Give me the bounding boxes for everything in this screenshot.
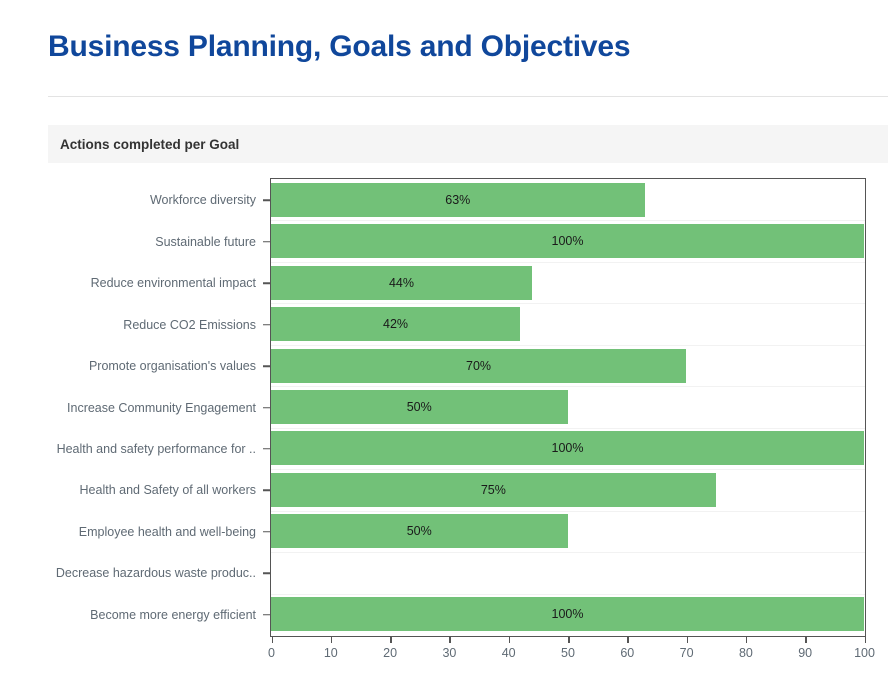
y-axis-tick (263, 489, 270, 492)
bar-row[interactable]: 100% (271, 597, 865, 632)
y-axis-tick (263, 406, 270, 409)
bar-row[interactable]: 100% (271, 431, 865, 466)
x-axis-tick-label: 0 (268, 646, 275, 660)
bar[interactable] (271, 307, 521, 342)
bar-row[interactable]: 100% (271, 224, 865, 259)
chart-gridline (271, 220, 865, 222)
y-axis-tick (263, 531, 270, 533)
y-axis-tick (263, 240, 270, 243)
x-axis-tick-label: 80 (738, 646, 753, 660)
x-axis-tick-label: 50 (561, 646, 575, 660)
bar-row[interactable]: 44% (271, 265, 865, 300)
bar[interactable] (271, 348, 687, 383)
x-axis-tick-label: 60 (620, 646, 635, 660)
y-axis-label: Increase Community Engagement (67, 400, 256, 415)
bar-row[interactable]: 50% (271, 514, 865, 549)
x-axis-tick (508, 637, 511, 643)
header-divider (48, 96, 888, 97)
bar[interactable] (271, 597, 864, 632)
actions-per-goal-bar-chart: 63% 100% 44% 42% 70% 50% 100% 75% 50% 100% Workfo… (48, 178, 888, 670)
y-axis-tick (263, 199, 270, 201)
chart-gridline (271, 261, 865, 263)
x-axis-tick-label: 30 (442, 646, 457, 660)
chart-gridline (271, 344, 865, 346)
y-axis-label: Employee health and well-being (78, 524, 256, 539)
actions-per-goal-panel: Actions completed per Goal 63% 100% 44% 42%… (48, 125, 888, 670)
page-title: Business Planning, Goals and Objectives (48, 30, 631, 63)
x-axis-tick-label: 40 (501, 646, 516, 660)
x-axis-tick-label: 20 (383, 646, 398, 660)
chart-gridline (271, 552, 865, 554)
x-axis-tick-label: 70 (679, 646, 694, 660)
y-axis-label: Health and safety performance for .. (56, 441, 256, 456)
y-axis-label: Reduce environmental impact (90, 276, 256, 291)
y-axis-tick (263, 614, 270, 616)
y-axis-tick (263, 448, 270, 450)
bar[interactable] (271, 182, 645, 217)
chart-gridline (271, 303, 865, 305)
chart-plot-area: 63% 100% 44% 42% 70% 50% 100% 75% 50% 100% (270, 178, 866, 637)
y-axis-label: Health and Safety of all workers (79, 483, 256, 498)
x-axis-tick (745, 637, 748, 643)
x-axis-tick (449, 637, 451, 643)
bar-row[interactable] (271, 556, 865, 590)
chart-gridline (271, 469, 865, 471)
y-axis-label: Become more energy efficient (90, 607, 256, 622)
x-axis-tick (390, 637, 392, 643)
bar[interactable] (271, 431, 864, 466)
x-axis-tick (330, 637, 333, 643)
bar-row[interactable]: 63% (271, 182, 865, 217)
bar-row[interactable]: 75% (271, 472, 865, 507)
bar[interactable] (271, 265, 532, 300)
x-axis-tick (805, 637, 807, 643)
x-axis-tick (864, 637, 866, 643)
bar[interactable] (271, 472, 716, 507)
chart-gridline (271, 386, 865, 388)
bar[interactable] (271, 514, 568, 549)
x-axis-tick-label: 100 (854, 646, 875, 660)
bar-row[interactable]: 42% (271, 307, 865, 342)
bar[interactable] (271, 390, 568, 424)
y-axis-label: Reduce CO2 Emissions (123, 317, 256, 332)
y-axis-tick (263, 572, 270, 575)
bar-row[interactable]: 50% (271, 390, 865, 424)
x-axis-tick-label: 10 (323, 646, 338, 660)
y-axis-tick (263, 282, 270, 284)
bar[interactable] (271, 224, 864, 259)
chart-gridline (271, 427, 865, 429)
bar-row[interactable]: 70% (271, 348, 865, 383)
y-axis-label: Sustainable future (155, 234, 256, 249)
x-axis-tick (568, 637, 570, 643)
y-axis-label: Promote organisation's values (88, 359, 256, 374)
x-axis-tick-label: 90 (798, 646, 813, 660)
y-axis-tick (263, 323, 270, 326)
panel-header: Actions completed per Goal (48, 125, 888, 163)
panel-header-title: Actions completed per Goal (60, 136, 240, 152)
y-axis-label: Decrease hazardous waste produc.. (55, 566, 256, 581)
chart-gridline (271, 510, 865, 512)
chart-gridline (271, 593, 865, 595)
y-axis-tick (263, 365, 270, 367)
x-axis-tick (686, 637, 689, 643)
x-axis-tick (627, 637, 629, 643)
y-axis-label: Workforce diversity (149, 193, 256, 208)
x-axis-tick (271, 637, 273, 643)
